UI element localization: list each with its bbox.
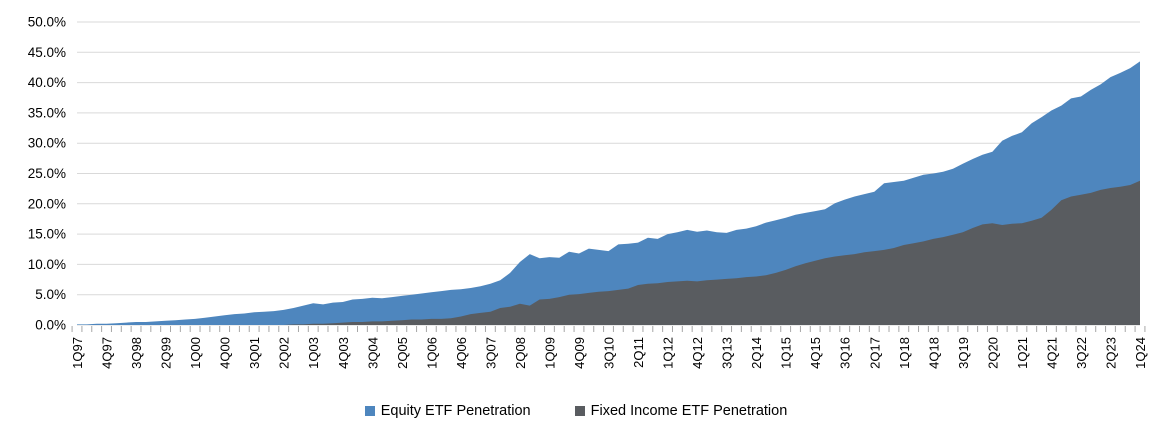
equity-legend-label: Equity ETF Penetration <box>380 403 531 419</box>
x-axis-tick-label: 2Q20 <box>985 337 1000 369</box>
x-axis-tick-label: 1Q12 <box>661 337 676 369</box>
x-axis-tick-label: 2Q08 <box>513 337 528 369</box>
x-axis-tick-label: 1Q09 <box>542 337 557 369</box>
x-axis-tick-label: 2Q05 <box>395 337 410 369</box>
fixed-income-swatch-icon <box>574 406 585 416</box>
y-axis-tick-label: 5.0% <box>35 287 66 302</box>
x-axis-tick-label: 1Q06 <box>424 337 439 369</box>
x-axis-tick-label: 2Q17 <box>867 337 882 369</box>
x-axis-tick-label: 3Q98 <box>129 337 144 369</box>
x-axis-tick-label: 2Q14 <box>749 337 764 369</box>
x-axis-tick-label: 1Q97 <box>70 337 85 369</box>
x-axis-tick-label: 1Q24 <box>1133 337 1148 369</box>
x-axis-tick-label: 4Q00 <box>218 337 233 369</box>
x-axis-tick-label: 3Q13 <box>720 337 735 369</box>
y-axis-tick-label: 50.0% <box>28 15 66 30</box>
equity-swatch-icon <box>364 406 375 416</box>
y-axis-tick-label: 0.0% <box>35 318 66 333</box>
x-axis-tick-label: 2Q23 <box>1103 337 1118 369</box>
legend-item-fixed-income: Fixed Income ETF Penetration <box>574 403 788 419</box>
x-axis-tick-label: 1Q21 <box>1015 337 1030 369</box>
x-axis-tick-label: 4Q12 <box>690 337 705 369</box>
x-axis-tick-label: 2Q99 <box>159 337 174 369</box>
x-axis-tick-label: 4Q18 <box>926 337 941 369</box>
y-axis-tick-label: 35.0% <box>28 105 66 120</box>
legend-item-equity: Equity ETF Penetration <box>364 403 531 419</box>
x-axis-tick-label: 1Q18 <box>897 337 912 369</box>
y-axis-tick-label: 25.0% <box>28 166 66 181</box>
x-axis-tick-label: 4Q21 <box>1044 337 1059 369</box>
x-axis-tick-label: 3Q07 <box>483 337 498 369</box>
x-axis-tick-label: 4Q03 <box>336 337 351 369</box>
y-axis-tick-label: 10.0% <box>28 257 66 272</box>
x-axis-tick-label: 3Q01 <box>247 337 262 369</box>
y-axis-tick-label: 40.0% <box>28 75 66 90</box>
y-axis-tick-label: 45.0% <box>28 45 66 60</box>
x-axis-tick-label: 3Q22 <box>1074 337 1089 369</box>
x-axis-tick-label: 3Q04 <box>365 337 380 369</box>
fixed-income-area-series <box>77 180 1140 325</box>
y-axis-tick-label: 20.0% <box>28 196 66 211</box>
x-axis-tick-label: 2Q11 <box>631 337 646 368</box>
fixed-income-legend-label: Fixed Income ETF Penetration <box>590 403 788 419</box>
x-axis-tick-label: 3Q19 <box>956 337 971 369</box>
chart-legend: Equity ETF Penetration Fixed Income ETF … <box>0 403 1152 419</box>
x-axis-tick-label: 3Q16 <box>838 337 853 369</box>
x-axis-tick-label: 2Q02 <box>277 337 292 369</box>
y-axis-tick-label: 15.0% <box>28 227 66 242</box>
x-axis-tick-label: 1Q15 <box>779 337 794 369</box>
x-axis-tick-label: 4Q97 <box>100 337 115 369</box>
etf-penetration-chart: 0.0% 5.0% 10.0% 15.0% 20.0% 25.0% 30.0% 35.0% 40… <box>28 15 1148 369</box>
plot-area: 0.0% 5.0% 10.0% 15.0% 20.0% 25.0% 30.0% 35.0% 40… <box>28 15 1148 369</box>
x-axis-tick-label: 1Q00 <box>188 337 203 369</box>
x-axis-tick-label: 1Q03 <box>306 337 321 369</box>
x-axis-tick-label: 3Q10 <box>602 337 617 369</box>
y-axis-tick-label: 30.0% <box>28 136 66 151</box>
x-axis-tick-label: 4Q06 <box>454 337 469 369</box>
x-axis-tick-label: 4Q15 <box>808 337 823 369</box>
x-axis-tick-label: 4Q09 <box>572 337 587 369</box>
